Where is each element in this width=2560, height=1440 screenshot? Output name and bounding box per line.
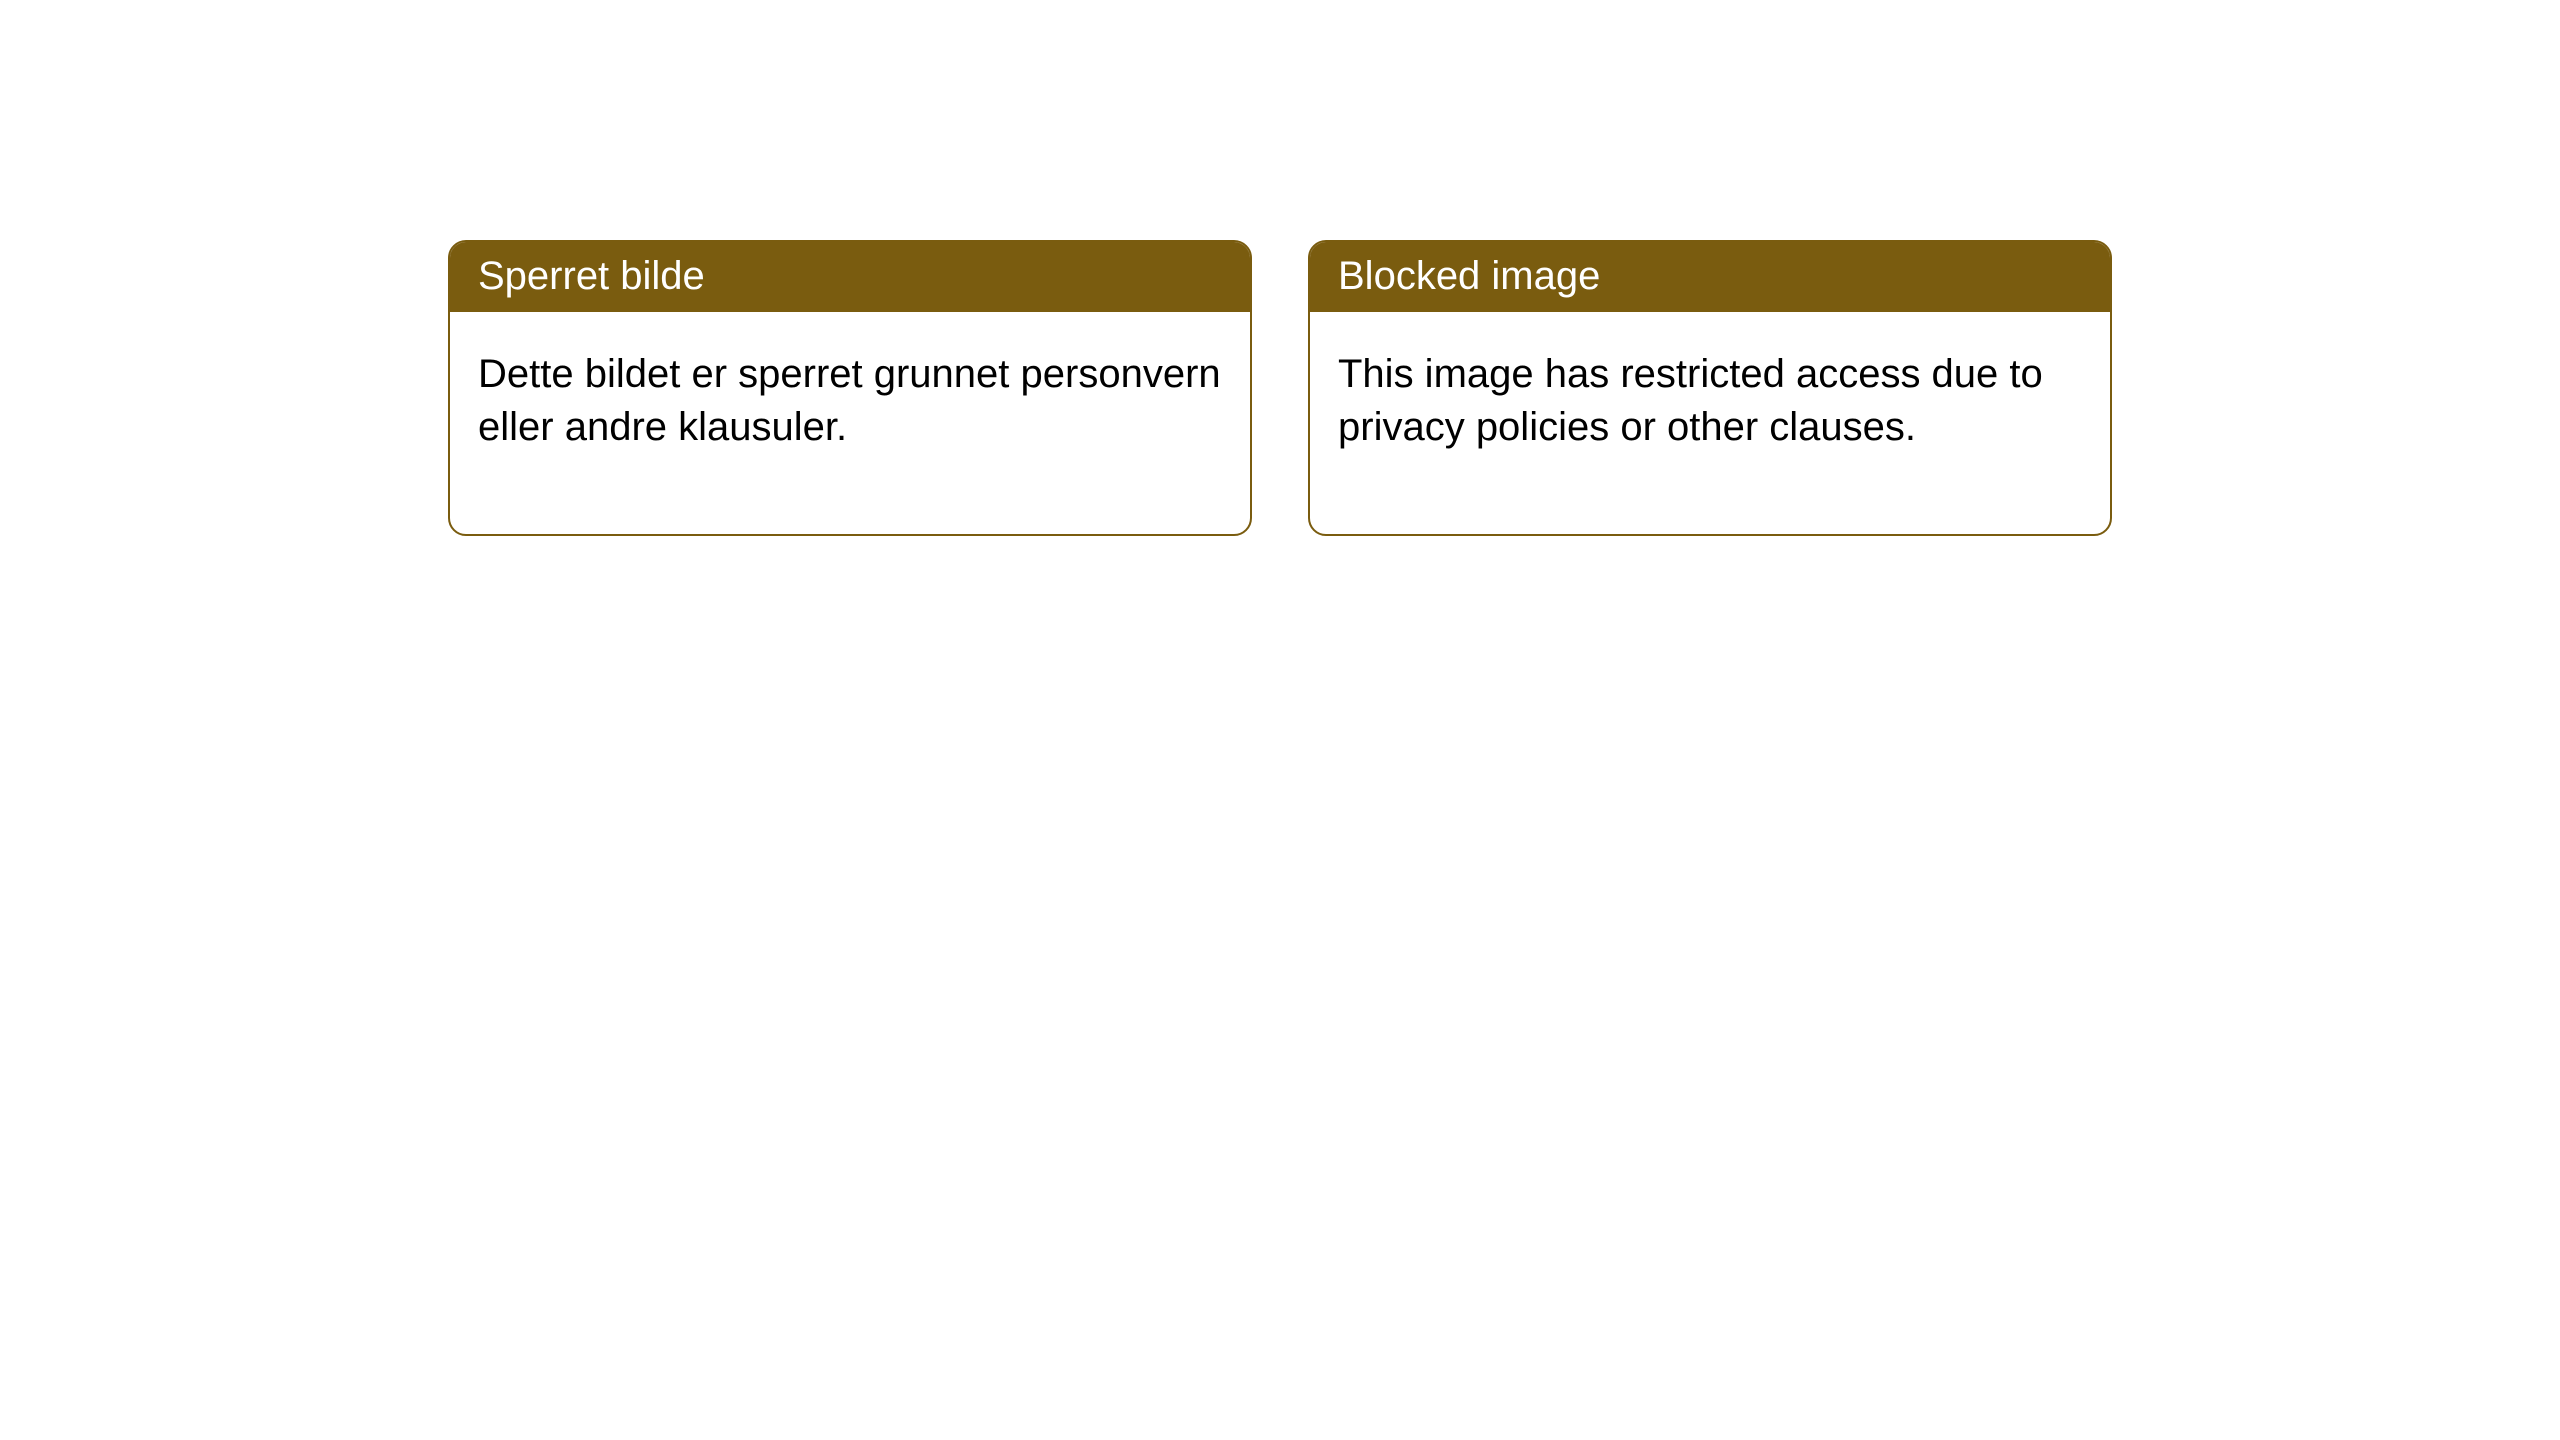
card-body-en: This image has restricted access due to … <box>1310 312 2110 534</box>
card-message-no: Dette bildet er sperret grunnet personve… <box>478 352 1221 449</box>
card-header-no: Sperret bilde <box>450 242 1250 312</box>
card-title-no: Sperret bilde <box>478 254 705 298</box>
blocked-image-card-no: Sperret bilde Dette bildet er sperret gr… <box>448 240 1252 536</box>
card-body-no: Dette bildet er sperret grunnet personve… <box>450 312 1250 534</box>
card-title-en: Blocked image <box>1338 254 1600 298</box>
notice-container: Sperret bilde Dette bildet er sperret gr… <box>448 240 2112 536</box>
card-message-en: This image has restricted access due to … <box>1338 352 2043 449</box>
blocked-image-card-en: Blocked image This image has restricted … <box>1308 240 2112 536</box>
card-header-en: Blocked image <box>1310 242 2110 312</box>
